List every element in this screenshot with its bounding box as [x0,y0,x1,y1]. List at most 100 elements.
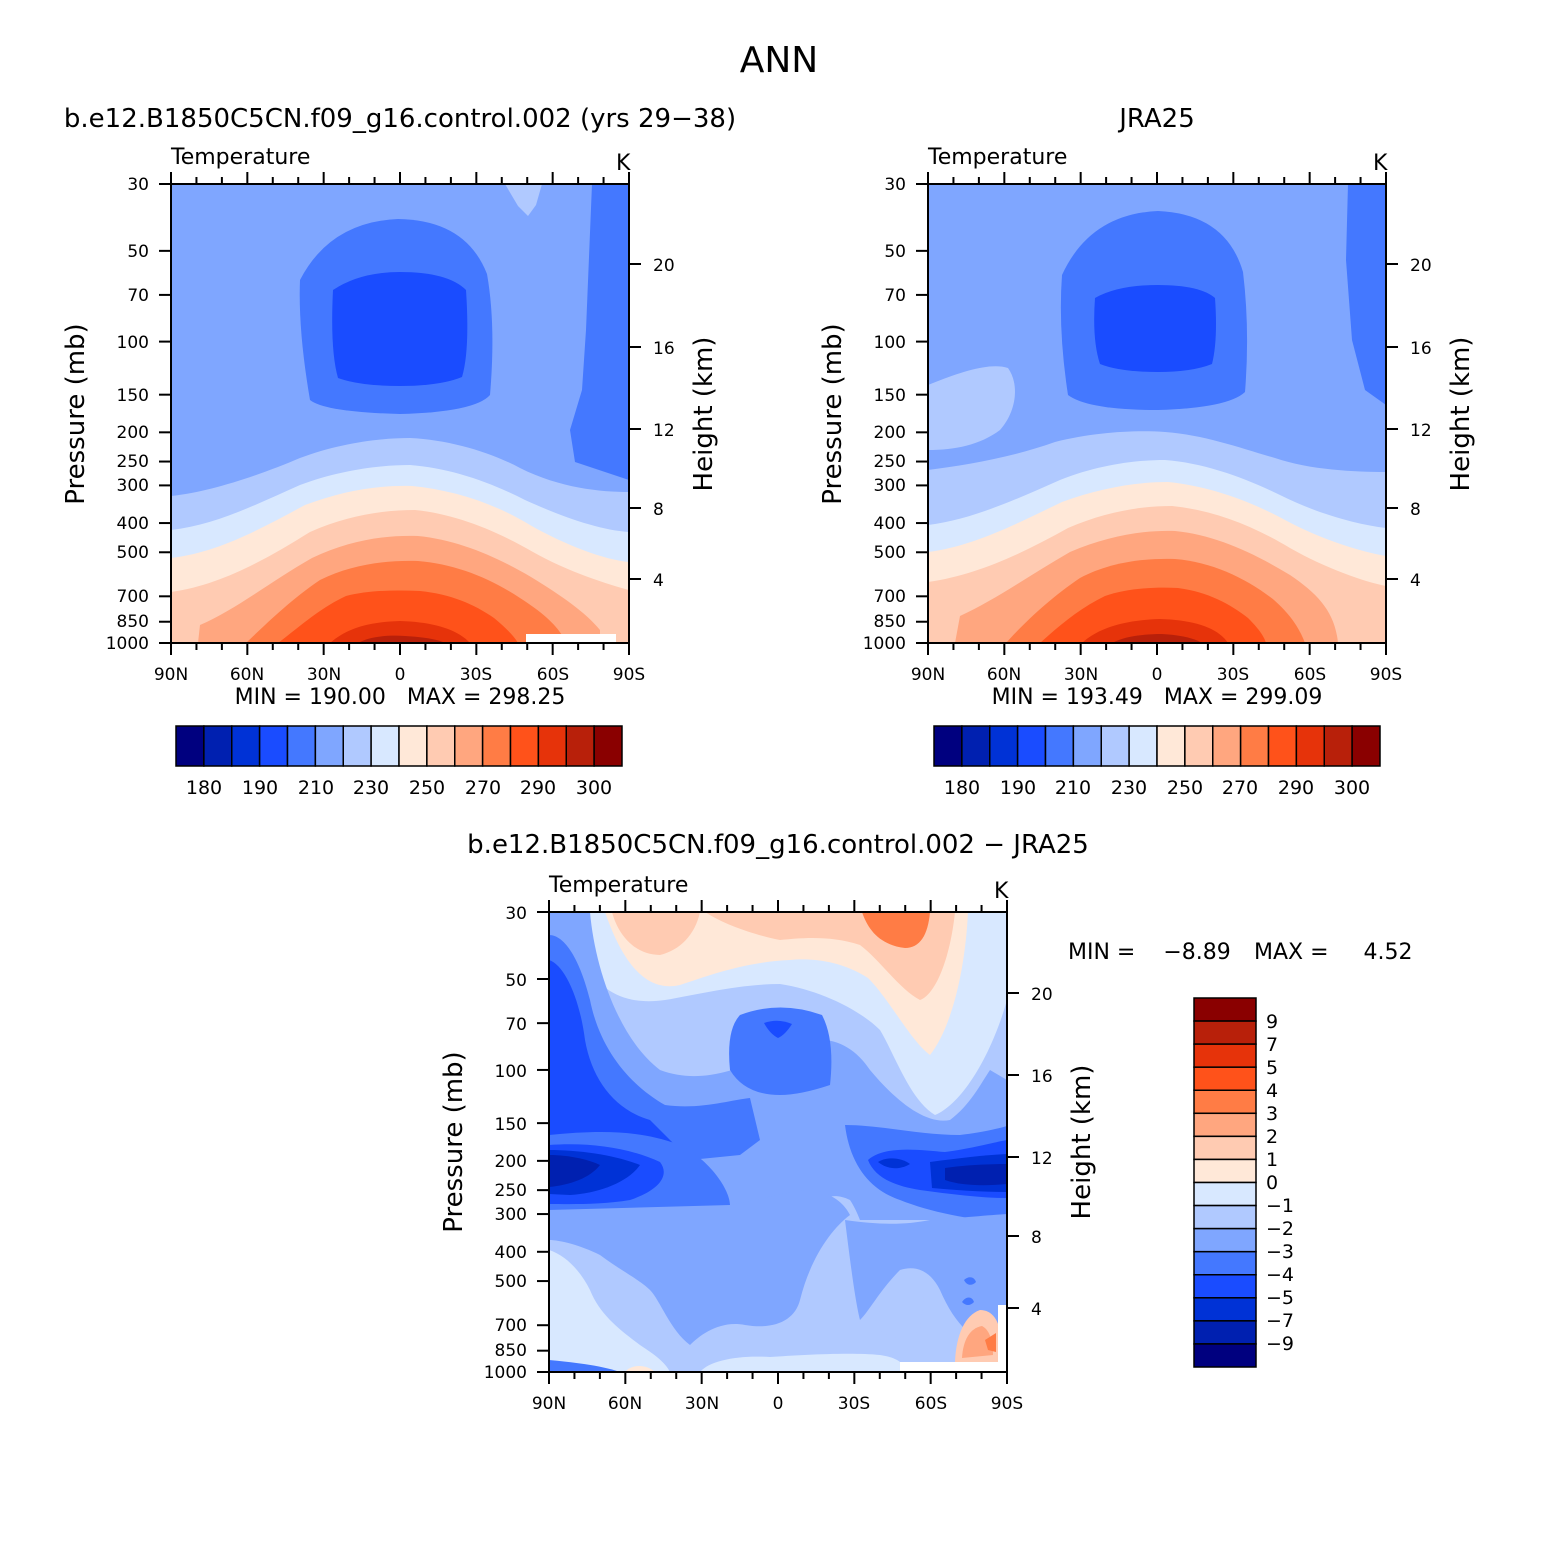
panel-diff-ylabel: Pressure (mb) [439,1051,469,1232]
panel-model-y-tick-labels: 30 50 70 100 150 200 250 300 400 500 700… [106,175,149,654]
y-tick-label: 100 [874,333,906,353]
colorbar-swatch [933,725,963,767]
colorbar-label: 210 [298,777,334,799]
diff-right-white-gap [900,1362,1007,1372]
colorbar-swatch [1193,1297,1257,1322]
diff-lower-mid-cold-2 [845,1214,1007,1350]
height-tick-label: 16 [1031,1067,1053,1087]
panel-diff-y-tick-labels: 30 50 70 100 150 200 250 300 400 500 700… [484,904,527,1383]
diff-upper-warm-core [862,912,930,948]
panel-diff: b.e12.B1850C5CN.f09_g16.control.002 − JR… [439,830,1412,1414]
height-tick-label: 12 [653,421,675,441]
panel-obs-ticks [916,172,1387,655]
colorbar-swatch [454,725,484,767]
diff-lower-mid-cold [549,1190,850,1345]
colorbar-label: −7 [1266,1310,1294,1332]
y-tick-label: 200 [495,1152,527,1172]
panel-diff-height-tick-labels: 20 16 12 8 4 [1031,985,1053,1320]
y-tick-label: 850 [117,612,149,632]
panel-diff-x-tick-labels: 90N 60N 30N 0 30S 60S 90S [532,1394,1023,1414]
colorbar-label: 190 [1000,777,1036,799]
panel-obs-y-tick-labels: 30 50 70 100 150 200 250 300 400 500 700… [863,175,906,654]
colorbar-label: 270 [465,777,501,799]
diff-mid-cold-blob [729,1007,832,1095]
diff-mid-cold-core [764,1020,792,1038]
model-south-pole-region [570,184,629,480]
panel-obs-height-ticks [1386,263,1398,580]
x-tick-label: 30N [307,665,341,685]
diff-left-cold-column-3 [549,960,680,1150]
colorbar-swatch [1193,1320,1257,1345]
y-tick-label: 30 [505,904,527,924]
height-tick-label: 12 [1410,421,1432,441]
panel-obs-units: K [1373,151,1388,176]
y-tick-label: 700 [495,1316,527,1336]
colorbar-swatch [203,725,233,767]
panel-model-stats: MIN = 190.00 MAX = 298.25 [235,685,566,710]
colorbar-swatch [1193,1204,1257,1230]
panel-diff-variable: Temperature [548,873,688,898]
colorbar-swatch [961,725,991,767]
panel-model-ticks [159,172,630,655]
colorbar-swatch [1351,725,1381,767]
colorbar-swatch [398,725,428,767]
colorbar-label: −4 [1266,1264,1294,1286]
panel-model-ylabel-right: Height (km) [689,337,719,492]
colorbar-label: 0 [1266,1172,1278,1194]
y-tick-label: 400 [117,514,149,534]
model-band-ff521a [278,590,518,643]
diff-right-cold-spot [962,1297,974,1305]
colorbar-swatch [1193,1343,1257,1368]
panel-diff-height-ticks [1007,992,1019,1309]
panel-model-ylabel: Pressure (mb) [61,323,91,504]
y-tick-label: 1000 [863,634,906,654]
height-tick-label: 20 [1031,985,1053,1005]
y-tick-label: 850 [874,612,906,632]
colorbar-label: 190 [242,777,278,799]
y-tick-label: 700 [117,587,149,607]
diff-tropopause-band-right-3b [878,1158,910,1169]
colorbar-swatch [1323,725,1353,767]
colorbar-swatch [426,725,456,767]
colorbar-label: −1 [1266,1195,1294,1217]
x-tick-label: 30N [1064,665,1098,685]
colorbar-swatch [342,725,372,767]
colorbar-label: 4 [1266,1080,1278,1102]
colorbar-swatch [537,725,567,767]
colorbar-label: 230 [1111,777,1147,799]
diff-upper-warm-lobe-left [612,912,700,955]
colorbar-label: −2 [1266,1218,1294,1240]
x-tick-label: 90S [991,1394,1023,1414]
y-tick-label: 70 [127,286,149,306]
colorbar-diff [1193,997,1257,1368]
x-tick-label: 30S [1217,665,1249,685]
colorbar-swatch [1193,1158,1257,1184]
y-tick-label: 250 [874,452,906,472]
x-tick-label: 90N [911,665,945,685]
panel-diff-contours [549,912,1007,1372]
y-tick-label: 50 [127,242,149,262]
colorbar-label: 2 [1266,1126,1278,1148]
diff-lower-pale [549,1250,670,1372]
height-tick-label: 8 [653,500,664,520]
x-tick-label: 90N [154,665,188,685]
colorbar-label: −5 [1266,1287,1294,1309]
colorbar-model-labels: 180 190 210 230 250 270 290 300 [186,777,612,799]
height-tick-label: 8 [1410,500,1421,520]
colorbar-model [175,725,623,767]
y-tick-label: 500 [117,543,149,563]
colorbar-swatch [1239,725,1270,767]
y-tick-label: 500 [495,1272,527,1292]
obs-band-b8200a [1112,634,1202,643]
panel-obs-ylabel: Pressure (mb) [818,323,848,504]
panel-diff-units: K [994,879,1009,904]
y-tick-label: 500 [874,543,906,563]
diff-right-white-patch [998,1305,1007,1362]
colorbar-swatch [1100,725,1130,767]
colorbar-label: 290 [1278,777,1314,799]
y-tick-label: 70 [505,1015,527,1035]
colorbar-label: 290 [520,777,556,799]
height-tick-label: 8 [1031,1228,1042,1248]
height-tick-label: 4 [1410,571,1421,591]
x-tick-label: 60S [915,1394,947,1414]
